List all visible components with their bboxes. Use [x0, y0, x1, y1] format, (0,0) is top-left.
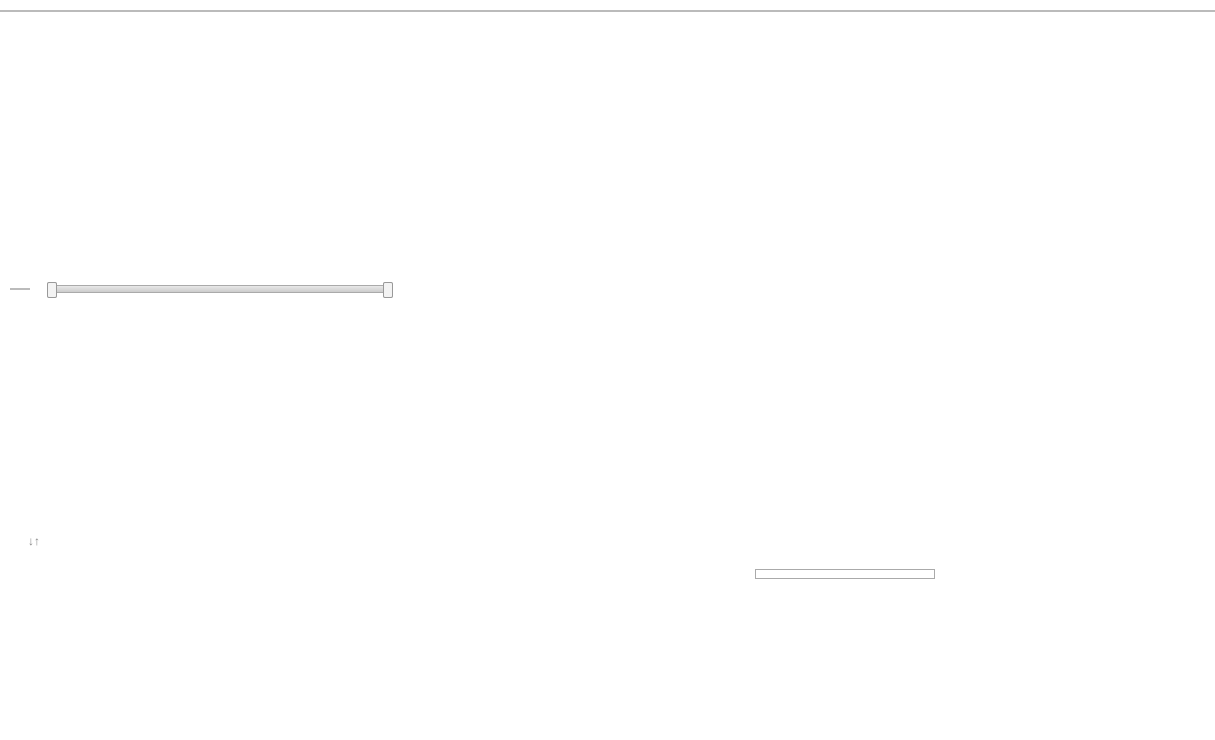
sort-icon[interactable]: ↓↑	[28, 534, 40, 548]
page-title	[0, 0, 1215, 10]
date-slider[interactable]	[40, 283, 400, 295]
slider-handle-start[interactable]	[47, 282, 57, 298]
chart-premium-by-day	[600, 18, 1040, 265]
legend-state	[1080, 301, 1180, 413]
chart-svg	[54, 18, 524, 198]
slider-handle-end[interactable]	[383, 282, 393, 298]
mid-tabs	[10, 288, 30, 290]
chart-svg	[644, 18, 1034, 188]
chart-svg	[54, 301, 604, 501]
colorbar	[755, 567, 935, 581]
chart-campaign-response: ↓↑	[10, 301, 610, 548]
map-customer-lifetime-value	[610, 301, 1080, 581]
us-map-svg	[610, 301, 1080, 561]
chart-gender-premium	[10, 18, 530, 275]
legend-sales-channel	[530, 18, 600, 24]
